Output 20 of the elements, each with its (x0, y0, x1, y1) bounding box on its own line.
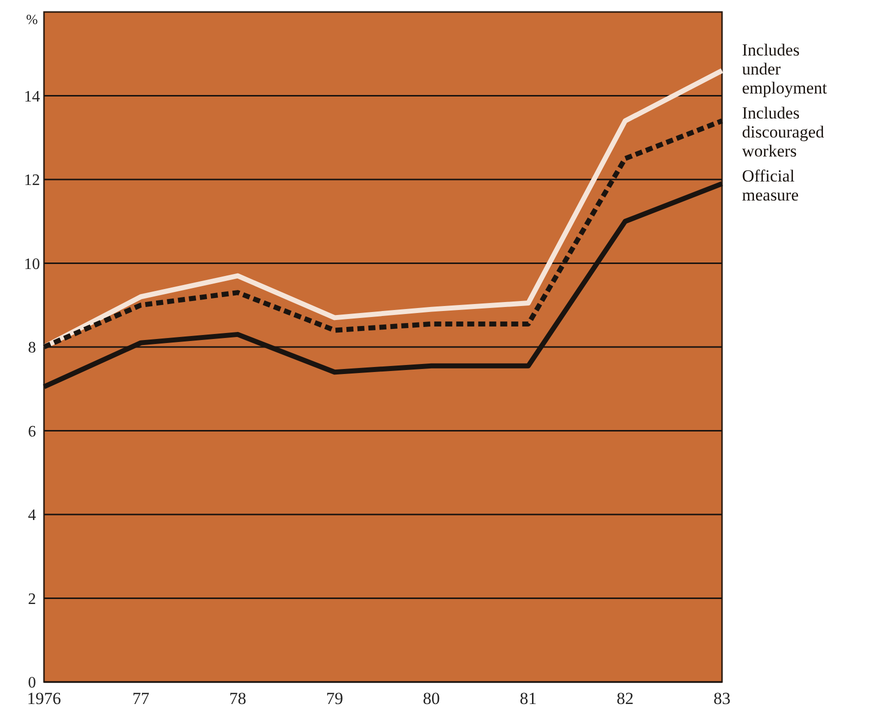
y-tick-label: 10 (24, 256, 40, 273)
x-tick-label: 1976 (27, 689, 61, 708)
y-axis-title: % (26, 13, 38, 28)
y-tick-label: 0 (28, 674, 36, 692)
x-tick-label: 83 (714, 689, 730, 708)
x-tick-label: 82 (616, 689, 634, 708)
series-label: Official measure (742, 166, 799, 205)
x-tick-label: 80 (422, 689, 440, 708)
y-tick-label: 14 (24, 88, 40, 106)
y-tick-label: 6 (28, 423, 36, 440)
y-tick-label: 4 (28, 507, 36, 524)
y-tick-label: 8 (28, 340, 36, 357)
x-tick-label: 81 (520, 689, 537, 708)
series-label: Includes under employment (742, 40, 828, 98)
y-tick-label: 2 (28, 590, 36, 608)
x-tick-label: 79 (326, 689, 344, 708)
series-label: Includes discouraged workers (742, 104, 825, 161)
y-tick-label: 12 (24, 172, 40, 190)
x-tick-label: 77 (132, 689, 150, 708)
x-tick-label: 78 (229, 689, 246, 708)
